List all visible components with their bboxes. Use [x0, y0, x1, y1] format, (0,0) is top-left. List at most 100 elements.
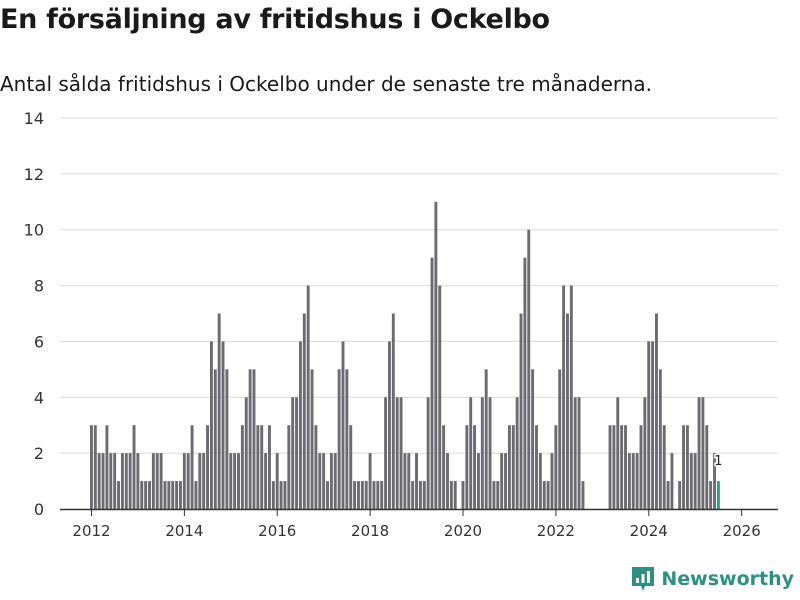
bar: [446, 453, 449, 509]
bar: [612, 425, 616, 509]
bar: [535, 425, 538, 509]
bar: [368, 453, 372, 509]
bar: [403, 453, 407, 509]
bar: [507, 425, 511, 509]
bar: [666, 481, 670, 509]
bar: [395, 397, 399, 509]
bar: [496, 481, 500, 509]
bar: [349, 425, 353, 509]
bar: [453, 481, 457, 509]
bar: [186, 453, 190, 509]
bar: [662, 425, 666, 509]
bar: [364, 481, 368, 509]
x-tick-label: 2026: [723, 522, 761, 540]
bar: [616, 397, 620, 509]
bar: [658, 369, 662, 509]
bar: [465, 425, 469, 509]
bar: [136, 453, 140, 509]
bar: [175, 481, 179, 509]
y-tick-label: 14: [24, 109, 44, 128]
y-tick-label: 4: [34, 388, 44, 407]
bar: [519, 313, 523, 509]
bar: [430, 257, 434, 509]
bar: [213, 369, 217, 509]
bar: [132, 425, 136, 509]
chart-title: En försäljning av fritidshus i Ockelbo: [0, 4, 550, 35]
x-tick-label: 2012: [72, 522, 110, 540]
bar: [237, 453, 240, 509]
bar: [190, 425, 194, 509]
bar: [709, 481, 713, 509]
y-tick-label: 10: [24, 221, 44, 240]
bar: [279, 481, 283, 509]
bar: [372, 481, 376, 509]
bar: [101, 453, 105, 509]
bar: [171, 481, 175, 509]
bar: [287, 425, 291, 509]
bar: [670, 453, 674, 509]
bar: [426, 397, 430, 509]
bar: [302, 313, 306, 509]
bar: [109, 453, 113, 509]
bar: [701, 397, 705, 509]
bar: [380, 481, 384, 509]
bar: [480, 397, 484, 509]
bar: [469, 397, 473, 509]
bar: [566, 313, 569, 509]
bar: [225, 369, 229, 509]
bar: [484, 369, 488, 509]
bar: [399, 397, 403, 509]
bar: [504, 453, 507, 509]
bar: [531, 369, 535, 509]
bar: [488, 397, 492, 509]
bar: [337, 369, 341, 509]
bar: [581, 481, 585, 509]
bar: [713, 453, 716, 509]
bar: [554, 425, 558, 509]
bar: [233, 453, 237, 509]
bar: [333, 453, 337, 509]
bar: [639, 425, 643, 509]
bar: [693, 453, 697, 509]
bar: [264, 453, 268, 509]
bar: [542, 481, 546, 509]
bar: [113, 453, 117, 509]
bar: [244, 397, 248, 509]
bar: [500, 453, 504, 509]
bar: [260, 425, 264, 509]
bar: [105, 425, 109, 509]
bar: [341, 341, 345, 509]
bar: [310, 369, 314, 509]
bar: [229, 453, 233, 509]
bar: [538, 453, 542, 509]
highlight-data-label: 1: [714, 454, 722, 469]
bar: [577, 397, 581, 509]
bar: [627, 453, 631, 509]
bar: [449, 481, 453, 509]
bar: [569, 285, 573, 509]
y-tick-label: 12: [24, 165, 44, 184]
newsworthy-logo[interactable]: Newsworthy: [631, 566, 794, 592]
bar: [511, 425, 515, 509]
bar: [202, 453, 206, 509]
bar: [573, 397, 577, 509]
brand-name: Newsworthy: [661, 568, 794, 590]
bar: [515, 397, 519, 509]
bar: [90, 425, 93, 509]
bar: [283, 481, 287, 509]
x-tick-label: 2020: [444, 522, 482, 540]
bar: [217, 313, 221, 509]
bar: [345, 369, 349, 509]
bar: [329, 453, 333, 509]
bar: [473, 425, 477, 509]
bar: [357, 481, 360, 509]
bar: [387, 341, 391, 509]
x-tick-label: 2022: [537, 522, 575, 540]
bar: [252, 369, 256, 509]
bar: [558, 369, 562, 509]
y-tick-label: 2: [34, 444, 44, 463]
bar: [182, 453, 186, 509]
bar: [248, 369, 252, 509]
bar: [438, 285, 442, 509]
